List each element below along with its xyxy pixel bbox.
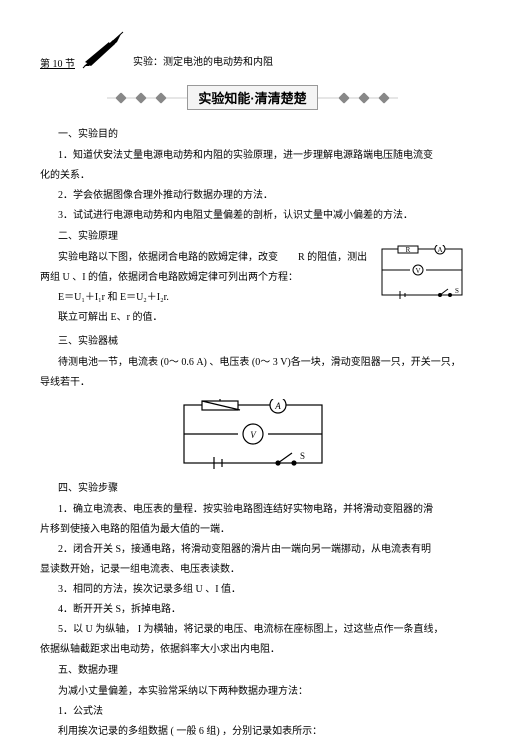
circuit-diagram-small: R A V S <box>380 245 465 300</box>
s5-p2: 1．公式法 <box>58 703 465 720</box>
svg-text:S: S <box>300 451 305 461</box>
s4-p5: 5．以 U 为纵轴， I 为横轴，将记录的电压、电流标在座标图上，过这些点作一条… <box>58 621 465 638</box>
s4-p2b: 显读数开始，记录一组电流表、电压表读数． <box>40 561 465 578</box>
svg-text:R: R <box>406 246 411 254</box>
heading-5: 五、数据办理 <box>58 662 465 679</box>
s1-p3: 3．试试进行电源电动势和内电阻丈量偏差的剖析，认识丈量中减小偏差的方法． <box>58 207 465 224</box>
banner: 实验知能·清清楚楚 <box>40 85 465 110</box>
circuit-diagram-large-container: A V S <box>40 399 465 472</box>
s1-p1: 1．知道伏安法丈量电源电动势和内阻的实验原理，进一步理解电源路端电压随电流变 <box>58 147 465 164</box>
banner-text: 实验知能·清清楚楚 <box>187 85 317 110</box>
feather-icon <box>79 30 127 70</box>
s2-p1a: 实验电路以下图，依据闭合电路的欧姆定律，改变 <box>58 252 278 263</box>
heading-1: 一、实验目的 <box>58 126 465 143</box>
section-number: 第 10 节 <box>40 55 75 70</box>
heading-3: 三、实验器械 <box>58 333 465 350</box>
s4-p3: 3．相同的方法，挨次记录多组 U 、I 值． <box>58 581 465 598</box>
heading-2: 二、实验原理 <box>58 228 465 245</box>
s1-p2: 2．学会依据图像合理外推动行数据办理的方法． <box>58 187 465 204</box>
s2-p1b: R 的阻值，测出 <box>298 252 367 263</box>
section-header: 第 10 节 实验：测定电池的电动势和内阻 <box>40 30 465 70</box>
s2-p3: 联立可解出 E、r 的值． <box>58 309 465 326</box>
section-title: 实验：测定电池的电动势和内阻 <box>133 53 273 70</box>
s4-p4: 4．断开开关 S，拆掉电路． <box>58 601 465 618</box>
s5-p1: 为减小丈量偏差，本实验常采纳以下两种数据办理方法： <box>58 683 465 700</box>
svg-text:S: S <box>455 287 459 295</box>
circuit-diagram-large: A V S <box>178 399 328 469</box>
s4-p5b: 依据纵轴截距求出电动势，依据斜率大小求出内电阻． <box>40 641 465 658</box>
s5-p3: 利用挨次记录的多组数据 ( 一般 6 组) ，分别记录如表所示： <box>58 723 465 740</box>
s4-p1b: 片移到使接入电路的阻值为最大值的一端． <box>40 521 465 538</box>
svg-text:V: V <box>415 267 420 275</box>
svg-text:A: A <box>437 246 442 254</box>
s1-p1b: 化的关系． <box>40 167 465 184</box>
s3-p1b: 导线若干． <box>40 374 465 391</box>
svg-text:A: A <box>274 401 281 411</box>
s4-p1: 1．确立电流表、电压表的量程．按实验电路图连结好实物电路，并将滑动变阻器的滑 <box>58 501 465 518</box>
s3-p1: 待测电池一节，电流表 (0～ 0.6 A) 、电压表 (0～ 3 V)各一块，滑… <box>58 354 465 371</box>
heading-4: 四、实验步骤 <box>58 480 465 497</box>
s4-p2: 2．闭合开关 S，接通电路，将滑动变阻器的滑片由一端向另一端挪动，从电流表有明 <box>58 541 465 558</box>
